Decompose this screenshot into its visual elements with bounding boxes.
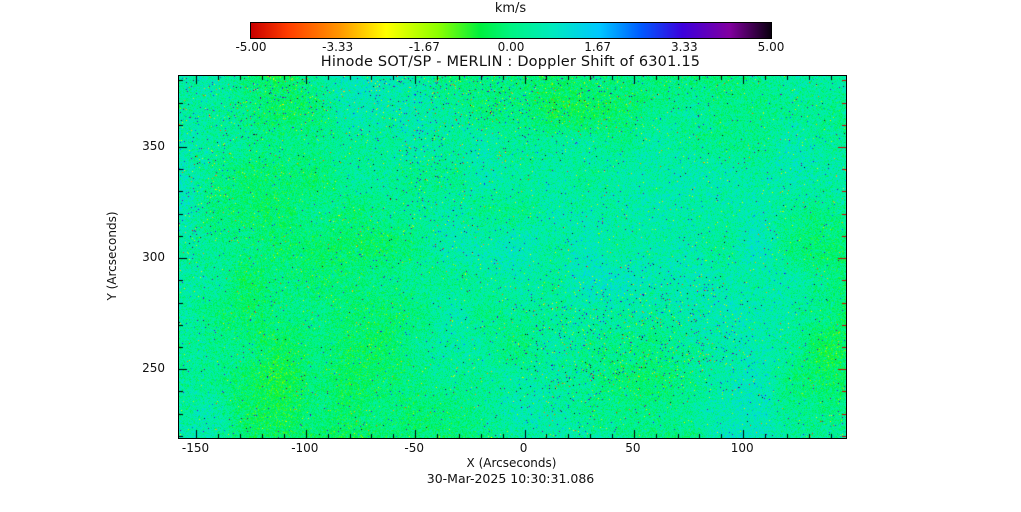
colorbar-tick-labels: -5.00 -3.33 -1.67 0.00 1.67 3.33 5.00	[235, 40, 784, 54]
colorbar-tick-label: 0.00	[497, 40, 525, 54]
x-axis-label: X (Arcseconds)	[466, 456, 557, 470]
x-tick-label: 100	[730, 441, 754, 455]
colorbar-tick-label: -5.00	[235, 40, 267, 54]
x-tick-label: 50	[625, 441, 641, 455]
y-axis-label: Y (Arcseconds)	[105, 211, 119, 301]
x-axis-tick-labels: -150 -100 -50 0 50 100	[178, 441, 845, 455]
y-axis-tick-labels: 250 300 350	[120, 75, 170, 437]
colorbar-tick-label: -1.67	[408, 40, 440, 54]
doppler-map-canvas	[178, 75, 847, 439]
colorbar-tick-label: 3.33	[670, 40, 698, 54]
timestamp-label: 30-Mar-2025 10:30:31.086	[426, 471, 595, 486]
plot-title: Hinode SOT/SP - MERLIN : Doppler Shift o…	[320, 54, 701, 70]
colorbar	[250, 22, 772, 39]
colorbar-gradient	[251, 23, 771, 38]
x-tick-label: -150	[181, 441, 210, 455]
colorbar-unit-label: km/s	[494, 1, 527, 16]
colorbar-tick-label: 1.67	[584, 40, 612, 54]
y-tick-label: 250	[142, 361, 165, 376]
y-tick-label: 300	[142, 250, 165, 265]
x-tick-label: 0	[519, 441, 528, 455]
colorbar-tick-label: 5.00	[757, 40, 785, 54]
x-tick-label: -100	[291, 441, 319, 455]
y-tick-label: 350	[142, 139, 165, 154]
x-tick-label: -50	[404, 441, 424, 455]
colorbar-tick-label: -3.33	[322, 40, 354, 54]
